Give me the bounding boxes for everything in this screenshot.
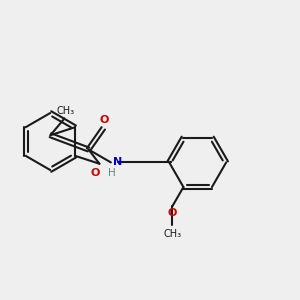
Text: CH₃: CH₃ xyxy=(164,229,181,239)
Text: O: O xyxy=(99,115,109,125)
Text: O: O xyxy=(167,208,176,218)
Text: N: N xyxy=(113,157,122,167)
Text: O: O xyxy=(91,169,100,178)
Text: H: H xyxy=(108,169,116,178)
Text: CH₃: CH₃ xyxy=(56,106,74,116)
